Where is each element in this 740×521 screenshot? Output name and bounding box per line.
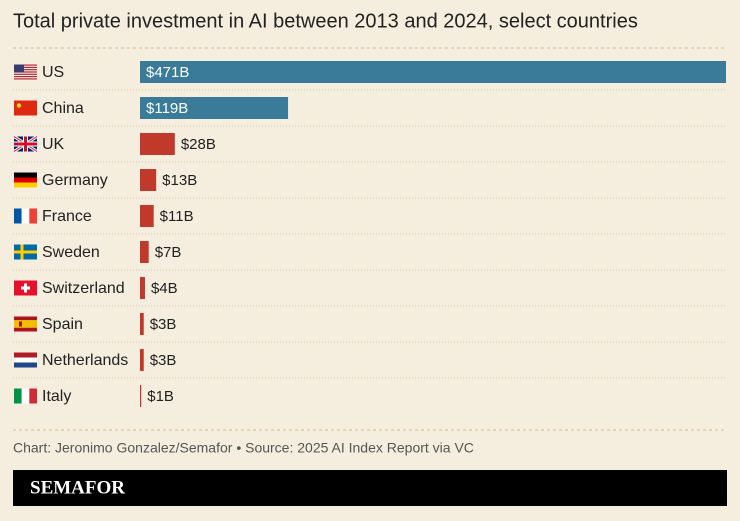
flag-part	[14, 316, 37, 321]
flag-part	[29, 388, 37, 404]
flag-part	[14, 100, 37, 116]
category-label: France	[42, 208, 92, 225]
flag-part	[14, 362, 37, 368]
chart-title: Total private investment in AI between 2…	[13, 10, 638, 32]
value-label: $1B	[147, 388, 174, 405]
value-label: $3B	[150, 316, 177, 333]
flag-part	[14, 208, 22, 224]
category-label: Netherlands	[42, 352, 128, 369]
flag-part	[14, 136, 37, 152]
flag	[14, 172, 37, 188]
value-label: $4B	[151, 280, 178, 297]
category-label: Sweden	[42, 244, 100, 261]
flag	[14, 388, 37, 404]
flag-part	[14, 78, 37, 80]
flag-part	[14, 71, 37, 73]
flag-part	[14, 177, 37, 183]
flag-part	[21, 283, 30, 293]
flag-part	[19, 321, 22, 327]
bar	[140, 97, 289, 119]
flag-part	[14, 352, 37, 358]
bar	[140, 61, 726, 83]
bar	[140, 385, 142, 407]
flag-part	[14, 66, 37, 68]
logo: SEMAFOR	[30, 477, 125, 498]
flag	[14, 316, 37, 332]
logo-band	[13, 470, 727, 506]
bar	[140, 169, 157, 191]
flag	[14, 100, 37, 116]
flag	[14, 244, 37, 260]
flag-part	[14, 324, 37, 328]
category-label: Germany	[42, 172, 108, 189]
bar	[140, 349, 144, 371]
flag	[14, 280, 37, 296]
flag-part	[14, 357, 37, 363]
flag-part	[14, 182, 37, 188]
category-label: Switzerland	[42, 280, 125, 297]
bar	[140, 313, 144, 335]
flag-part	[14, 244, 37, 260]
flag-part	[14, 73, 37, 75]
flag-part	[29, 208, 37, 224]
category-label: Italy	[42, 388, 71, 405]
flag-part	[14, 64, 37, 66]
value-label: $13B	[162, 172, 197, 189]
flag	[14, 352, 37, 368]
flag-part	[21, 388, 30, 404]
value-label: $11B	[160, 208, 194, 225]
flag-part	[14, 172, 37, 178]
category-label: Spain	[42, 316, 83, 333]
flag	[13, 135, 38, 153]
category-label: China	[42, 100, 84, 117]
value-label: $471B	[146, 64, 189, 81]
flag-part	[14, 327, 37, 332]
value-label: $119B	[146, 100, 188, 117]
bar	[140, 277, 145, 299]
flag	[14, 208, 37, 224]
value-label: $7B	[155, 244, 182, 261]
flag-part	[14, 76, 37, 78]
flag	[14, 64, 37, 80]
bar	[140, 133, 175, 155]
bar	[140, 205, 154, 227]
category-label: UK	[42, 136, 65, 153]
value-label: $3B	[150, 352, 177, 369]
flag-part	[14, 64, 24, 73]
flag-part	[14, 320, 37, 324]
category-label: US	[42, 64, 64, 81]
flag-part	[21, 208, 30, 224]
source-note: Chart: Jeronimo Gonzalez/Semafor • Sourc…	[13, 440, 474, 456]
value-label: $28B	[181, 136, 216, 153]
flag-part	[14, 388, 22, 404]
bar	[140, 241, 149, 263]
flag-part	[16, 103, 22, 108]
flag-part	[14, 69, 37, 71]
